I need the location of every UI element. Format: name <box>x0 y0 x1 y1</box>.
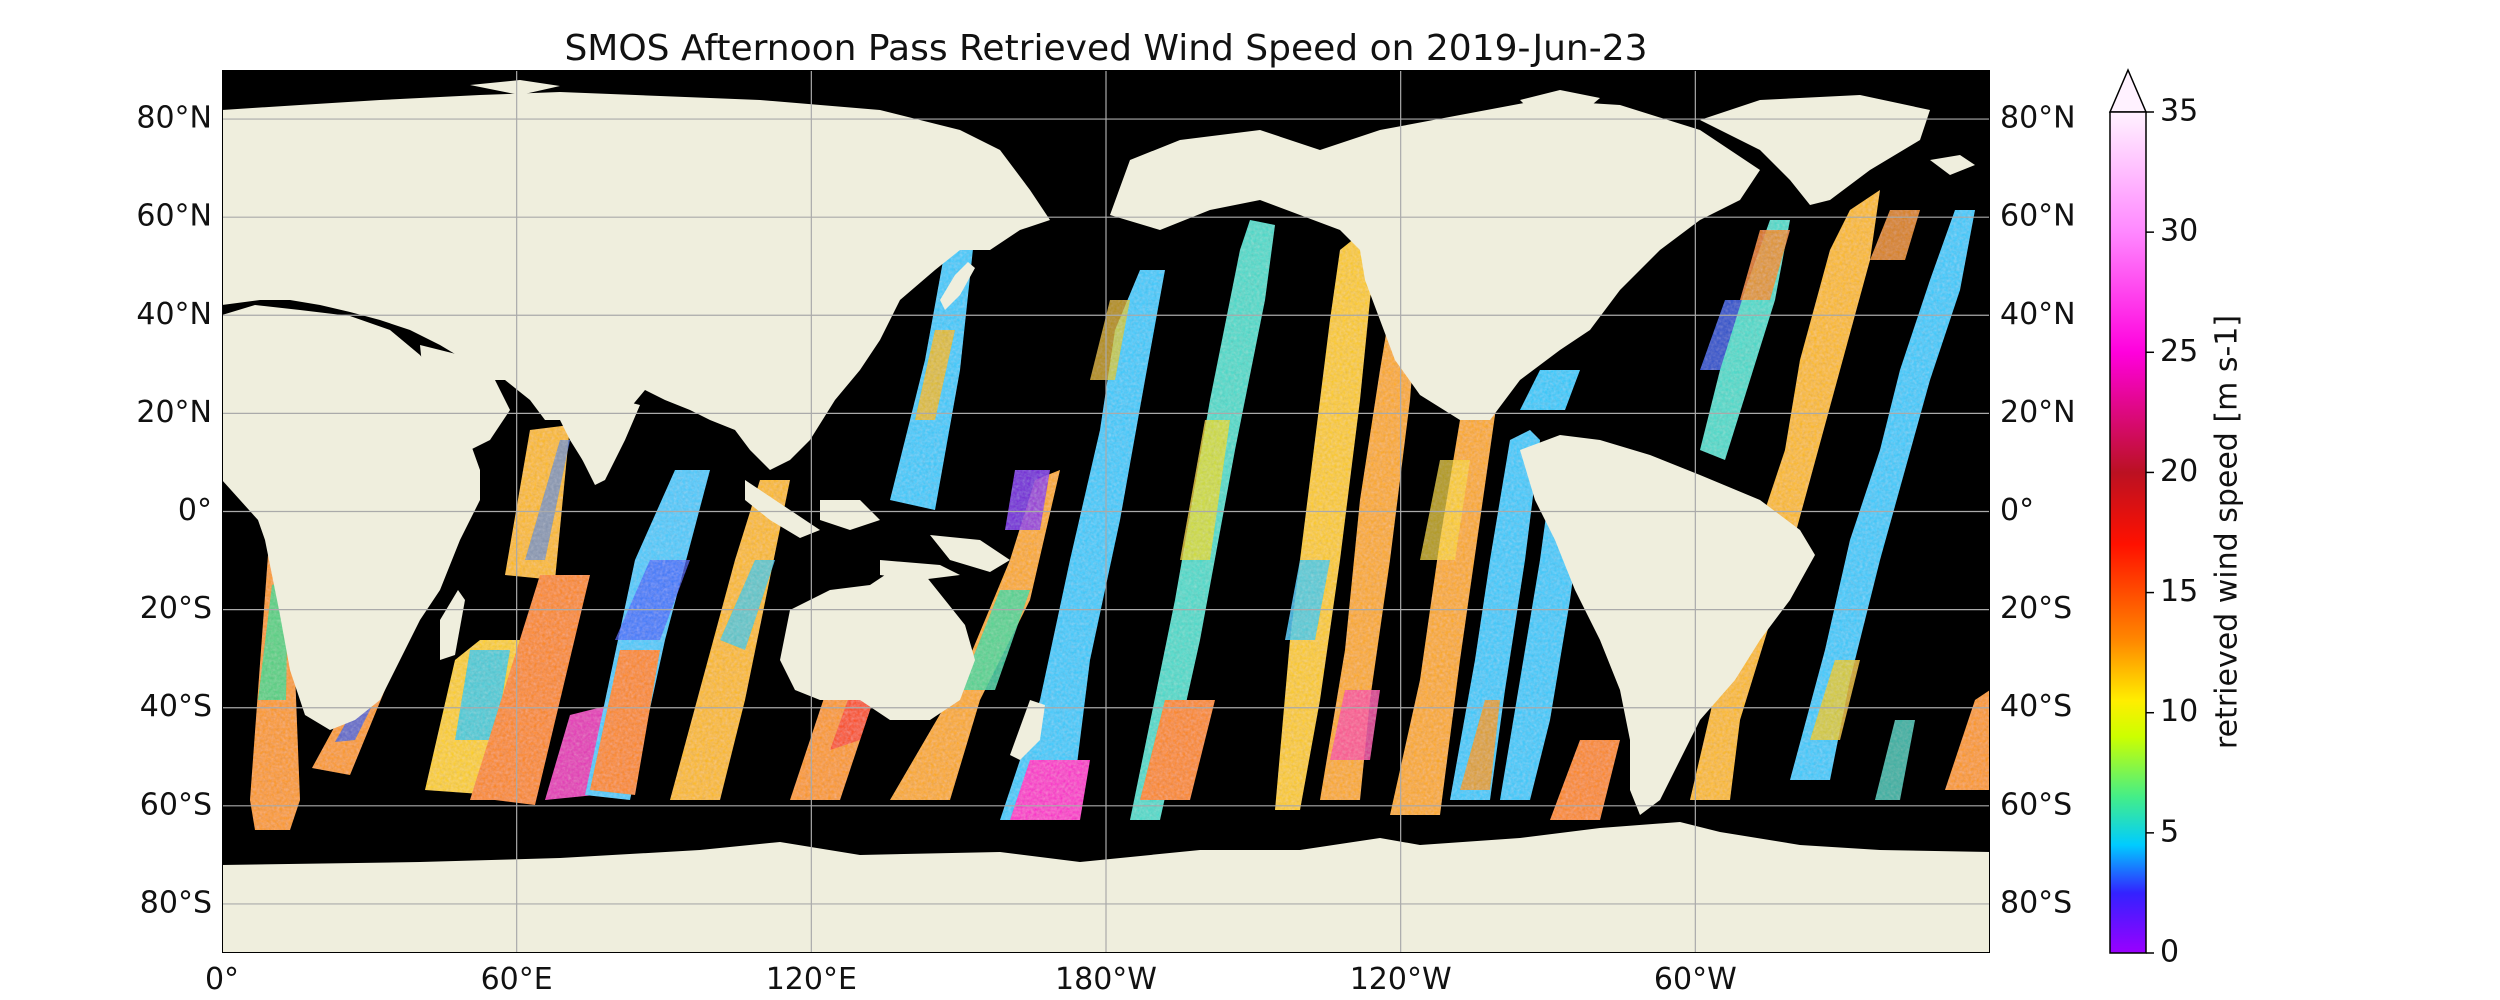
swath-16-warm <box>1550 740 1620 820</box>
land-north-america <box>1110 100 1760 420</box>
land-indonesia <box>745 480 960 580</box>
swath-12 <box>1275 230 1375 810</box>
land-japan <box>940 262 975 310</box>
map-panel <box>222 70 1990 953</box>
swath-9-warm <box>915 330 955 420</box>
swath-20-warm <box>1870 210 1920 260</box>
land-masses <box>222 80 1990 953</box>
colorbar-extend-arrow <box>2108 68 2148 113</box>
swath-20 <box>1790 210 1975 780</box>
chart-title: SMOS Afternoon Pass Retrieved Wind Speed… <box>564 28 1648 69</box>
lat-label-left: 40°S <box>140 689 212 724</box>
swath-12-inner <box>1285 560 1330 640</box>
colorbar-tick-label: 15 <box>2160 574 2198 609</box>
lon-label: 0° <box>205 962 239 997</box>
colorbar-ticks: 0 5 10 15 20 25 30 35 <box>2146 94 2198 970</box>
colorbar-scale <box>2109 111 2147 954</box>
right-latitude-labels: 80°N 60°N 40°N 20°N 0° 20°S 40°S 60°S 80°S <box>2000 101 2076 921</box>
lon-label: 60°E <box>481 962 553 997</box>
swath-5-blue <box>615 560 690 640</box>
land-iceland <box>1930 155 1975 175</box>
lat-label-left: 80°N <box>136 101 212 136</box>
swath-10-warm <box>1090 300 1130 380</box>
swath-14-inner <box>1420 460 1470 560</box>
colorbar-tick-label: 0 <box>2160 935 2179 970</box>
colorbar-tick-label: 25 <box>2160 334 2198 369</box>
lon-label: 60°W <box>1654 962 1737 997</box>
left-latitude-labels: 80°N 60°N 40°N 20°N 0° 20°S 40°S 60°S 80°S <box>136 101 212 921</box>
swath-11-yellow <box>1180 420 1230 560</box>
colorbar-tick-label: 10 <box>2160 694 2198 729</box>
lat-label-left: 20°S <box>140 591 212 626</box>
swath-20-yellow <box>1810 660 1860 740</box>
swath-13 <box>1320 270 1420 800</box>
bottom-longitude-labels: 0° 60°E 120°E 180°W 120°W 60°W <box>205 962 1737 997</box>
gridlines <box>222 70 1990 953</box>
colorbar-tick-label: 30 <box>2160 214 2198 249</box>
land-madagascar <box>440 590 465 660</box>
swath-6-inner <box>720 560 775 650</box>
land-india <box>560 395 640 485</box>
land-arabia <box>420 345 510 455</box>
lat-label-right: 0° <box>2000 493 2034 528</box>
lon-label: 120°E <box>766 962 857 997</box>
swath-10 <box>1000 270 1165 820</box>
swath-5-warm <box>590 650 660 795</box>
colorbar-label: retrieved wind speed [m s-1] <box>2210 315 2245 749</box>
colorbar-tick-label: 5 <box>2160 814 2179 849</box>
swath-8-inner <box>960 590 1030 690</box>
land-new-zealand <box>1010 700 1045 760</box>
land-south-america <box>1520 435 1815 815</box>
lat-label-right: 80°S <box>2000 885 2072 920</box>
swath-21 <box>1945 690 1990 790</box>
swath-8 <box>890 470 1060 800</box>
lat-label-right: 20°S <box>2000 591 2072 626</box>
lat-label-left: 60°S <box>140 787 212 822</box>
swath-11-warm <box>1140 700 1215 800</box>
swath-10-pink <box>1010 760 1090 820</box>
lat-label-right: 60°N <box>2000 199 2076 234</box>
lat-label-left: 40°N <box>136 297 212 332</box>
lat-label-right: 40°S <box>2000 689 2072 724</box>
land-australia <box>780 565 975 720</box>
colorbar: 0 5 10 15 20 25 30 35 retrieved wind speed [m s… <box>2108 68 2245 970</box>
swath-10-purple <box>1005 470 1050 530</box>
lat-label-left: 20°N <box>136 395 212 430</box>
swath-4-inner <box>525 440 570 560</box>
lat-label-left: 0° <box>178 493 212 528</box>
swath-21b <box>1875 720 1915 800</box>
land-eurasia <box>222 92 1050 480</box>
swath-14 <box>1390 380 1500 815</box>
colorbar-tick-label: 20 <box>2160 454 2198 489</box>
lat-label-right: 80°N <box>2000 101 2076 136</box>
lon-label: 180°W <box>1055 962 1157 997</box>
lat-label-right: 40°N <box>2000 297 2076 332</box>
swath-15-warm <box>1460 700 1500 790</box>
lat-label-left: 60°N <box>136 199 212 234</box>
swath-17 <box>1520 370 1580 410</box>
land-greenland <box>1700 95 1930 205</box>
land-new-guinea <box>930 535 1010 572</box>
lat-label-right: 60°S <box>2000 787 2072 822</box>
lat-label-left: 80°S <box>140 885 212 920</box>
lon-label: 120°W <box>1350 962 1452 997</box>
lat-label-right: 20°N <box>2000 395 2076 430</box>
swath-4b <box>470 575 590 805</box>
swath-19-warm <box>1740 230 1790 300</box>
land-africa <box>222 305 480 730</box>
colorbar-tick-label: 35 <box>2160 94 2198 129</box>
